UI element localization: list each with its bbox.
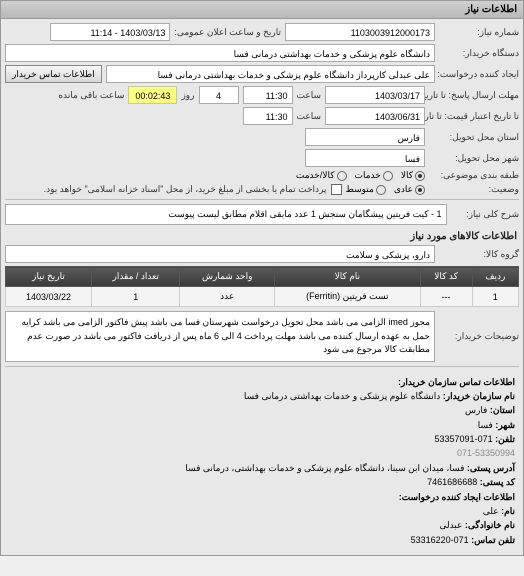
items-info-title: اطلاعات کالاهای مورد نیاز xyxy=(7,231,517,242)
announce-label: تاریخ و ساعت اعلان عمومی: xyxy=(174,27,281,38)
info-panel: اطلاعات نیاز شماره نیاز: 110300391200017… xyxy=(0,0,524,556)
validity-date-field: 1403/06/31 xyxy=(325,107,425,125)
contact-info-button[interactable]: اطلاعات تماس خریدار xyxy=(5,65,102,83)
radio-dot-icon xyxy=(337,171,347,181)
radio-dot-icon xyxy=(415,185,425,195)
contact-block: اطلاعات تماس سازمان خریدار: نام سازمان خ… xyxy=(5,371,519,552)
radio-dot-icon xyxy=(376,185,386,195)
items-table: ردیف کد کالا نام کالا واحد شمارش تعداد /… xyxy=(5,266,519,307)
org-name-label: نام سازمان خریدار: xyxy=(443,391,515,401)
radio-kala-khadamat[interactable]: کالا/خدمت xyxy=(296,170,347,181)
request-no-field: 1103003912000173 xyxy=(285,23,435,41)
province-label: استان: xyxy=(490,405,515,415)
form-body: شماره نیاز: 1103003912000173 تاریخ و ساع… xyxy=(1,19,523,555)
city-label: شهر: xyxy=(495,420,515,430)
family-label: نام خانوادگی: xyxy=(465,520,515,530)
name-label: نام: xyxy=(501,506,515,516)
phone-value: 071-53357091 xyxy=(435,434,493,444)
situation-group: عادی متوسط xyxy=(346,184,425,195)
need-title-field: 1 - کیت فریتین پیشگامان سنجش 1 عدد مابقی… xyxy=(5,204,447,225)
cell-row: 1 xyxy=(472,287,518,307)
family-value: عبدلی xyxy=(439,520,462,530)
col-code: کد کالا xyxy=(420,267,472,287)
need-title-label: شرح کلی نیاز: xyxy=(451,209,520,220)
radio-dot-icon xyxy=(415,171,425,181)
col-row: ردیف xyxy=(472,267,518,287)
validity-label: تا تاریخ اعتبار قیمت: تا تاریخ: xyxy=(429,111,519,122)
delivery-province-label: استان محل تحویل: xyxy=(429,132,519,143)
postcode-label: کد پستی: xyxy=(480,477,515,487)
buyer-org-field: دانشگاه علوم پزشکی و خدمات بهداشتی درمان… xyxy=(5,44,435,62)
col-qty: تعداد / مقدار xyxy=(92,267,180,287)
days-field: 4 xyxy=(199,86,239,104)
cell-code: --- xyxy=(420,287,472,307)
contact-title: اطلاعات تماس سازمان خریدار: xyxy=(398,377,515,387)
delivery-city-label: شهر محل تحویل: xyxy=(429,153,519,164)
payment-checkbox[interactable] xyxy=(331,184,342,195)
radio-kala[interactable]: کالا xyxy=(401,170,425,181)
saat-label-2: ساعت xyxy=(297,111,322,122)
address-value: فسا، میدان ابن سینا، دانشگاه علوم پزشکی … xyxy=(185,463,464,473)
org-name-value: دانشگاه علوم پزشکی و خدمات بهداشتی درمان… xyxy=(244,391,440,401)
radio-khadamat[interactable]: خدمات xyxy=(355,170,393,181)
cell-qty: 1 xyxy=(92,287,180,307)
postcode-value: 7461686688 xyxy=(427,477,477,487)
phone2-label: تلفن تماس: xyxy=(471,535,515,545)
creator2-label: اطلاعات ایجاد کننده درخواست: xyxy=(399,492,515,502)
name-value: علی xyxy=(483,506,499,516)
reply-deadline-label: مهلت ارسال پاسخ: تا تاریخ: xyxy=(429,90,519,101)
explain-field: مجوز imed الزامی می باشد محل تحویل درخوا… xyxy=(5,311,435,362)
explain-label: توضیحات خریدار: xyxy=(439,331,519,342)
delivery-city-field: فسا xyxy=(305,149,425,167)
request-no-label: شماره نیاز: xyxy=(439,27,519,38)
remaining-label: ساعت باقی مانده xyxy=(58,90,124,101)
announce-field: 1403/03/13 - 11:14 xyxy=(50,23,170,41)
saat-label-1: ساعت xyxy=(297,90,322,101)
budget-type-group: کالا خدمات کالا/خدمت xyxy=(296,170,425,181)
creator-label: ایجاد کننده درخواست: xyxy=(439,69,519,80)
countdown-timer: 00:02:43 xyxy=(128,86,177,104)
col-unit: واحد شمارش xyxy=(180,267,275,287)
radio-motevasset[interactable]: متوسط xyxy=(346,184,386,195)
reply-date-field: 1403/03/17 xyxy=(325,86,425,104)
validity-time-field: 11:30 xyxy=(243,107,293,125)
col-name: نام کالا xyxy=(275,267,421,287)
phone2-value: 071-53350994 xyxy=(9,446,515,460)
group-field: دارو، پزشکی و سلامت xyxy=(5,245,435,263)
panel-title: اطلاعات نیاز xyxy=(1,1,523,19)
contact-phone-value: 071-53316220 xyxy=(411,535,469,545)
table-header-row: ردیف کد کالا نام کالا واحد شمارش تعداد /… xyxy=(6,267,519,287)
province-value: فارس xyxy=(465,405,487,415)
creator-field: علی عبدلی کارپرداز دانشگاه علوم پزشکی و … xyxy=(106,65,435,83)
phone-label: تلفن: xyxy=(495,434,515,444)
situation-label: وضعیت: xyxy=(429,184,519,195)
cell-date: 1403/03/22 xyxy=(6,287,92,307)
payment-note-label: پرداخت تمام یا بخشی از مبلغ خرید، از محل… xyxy=(44,184,327,195)
table-row: 1 --- تست فریتین (Ferritin) عدد 1 1403/0… xyxy=(6,287,519,307)
delivery-province-field: فارس xyxy=(305,128,425,146)
cell-name: تست فریتین (Ferritin) xyxy=(275,287,421,307)
address-label: آدرس پستی: xyxy=(467,463,515,473)
reply-time-field: 11:30 xyxy=(243,86,293,104)
city-value: فسا xyxy=(478,420,493,430)
col-date: تاریخ نیاز xyxy=(6,267,92,287)
cell-unit: عدد xyxy=(180,287,275,307)
radio-adi[interactable]: عادی xyxy=(394,184,425,195)
radio-dot-icon xyxy=(383,171,393,181)
budget-type-label: طبقه بندی موضوعی: xyxy=(429,170,519,181)
rooz-label: روز xyxy=(181,90,194,101)
buyer-org-label: دستگاه خریدار: xyxy=(439,48,519,59)
group-label: گروه کالا: xyxy=(439,249,519,260)
